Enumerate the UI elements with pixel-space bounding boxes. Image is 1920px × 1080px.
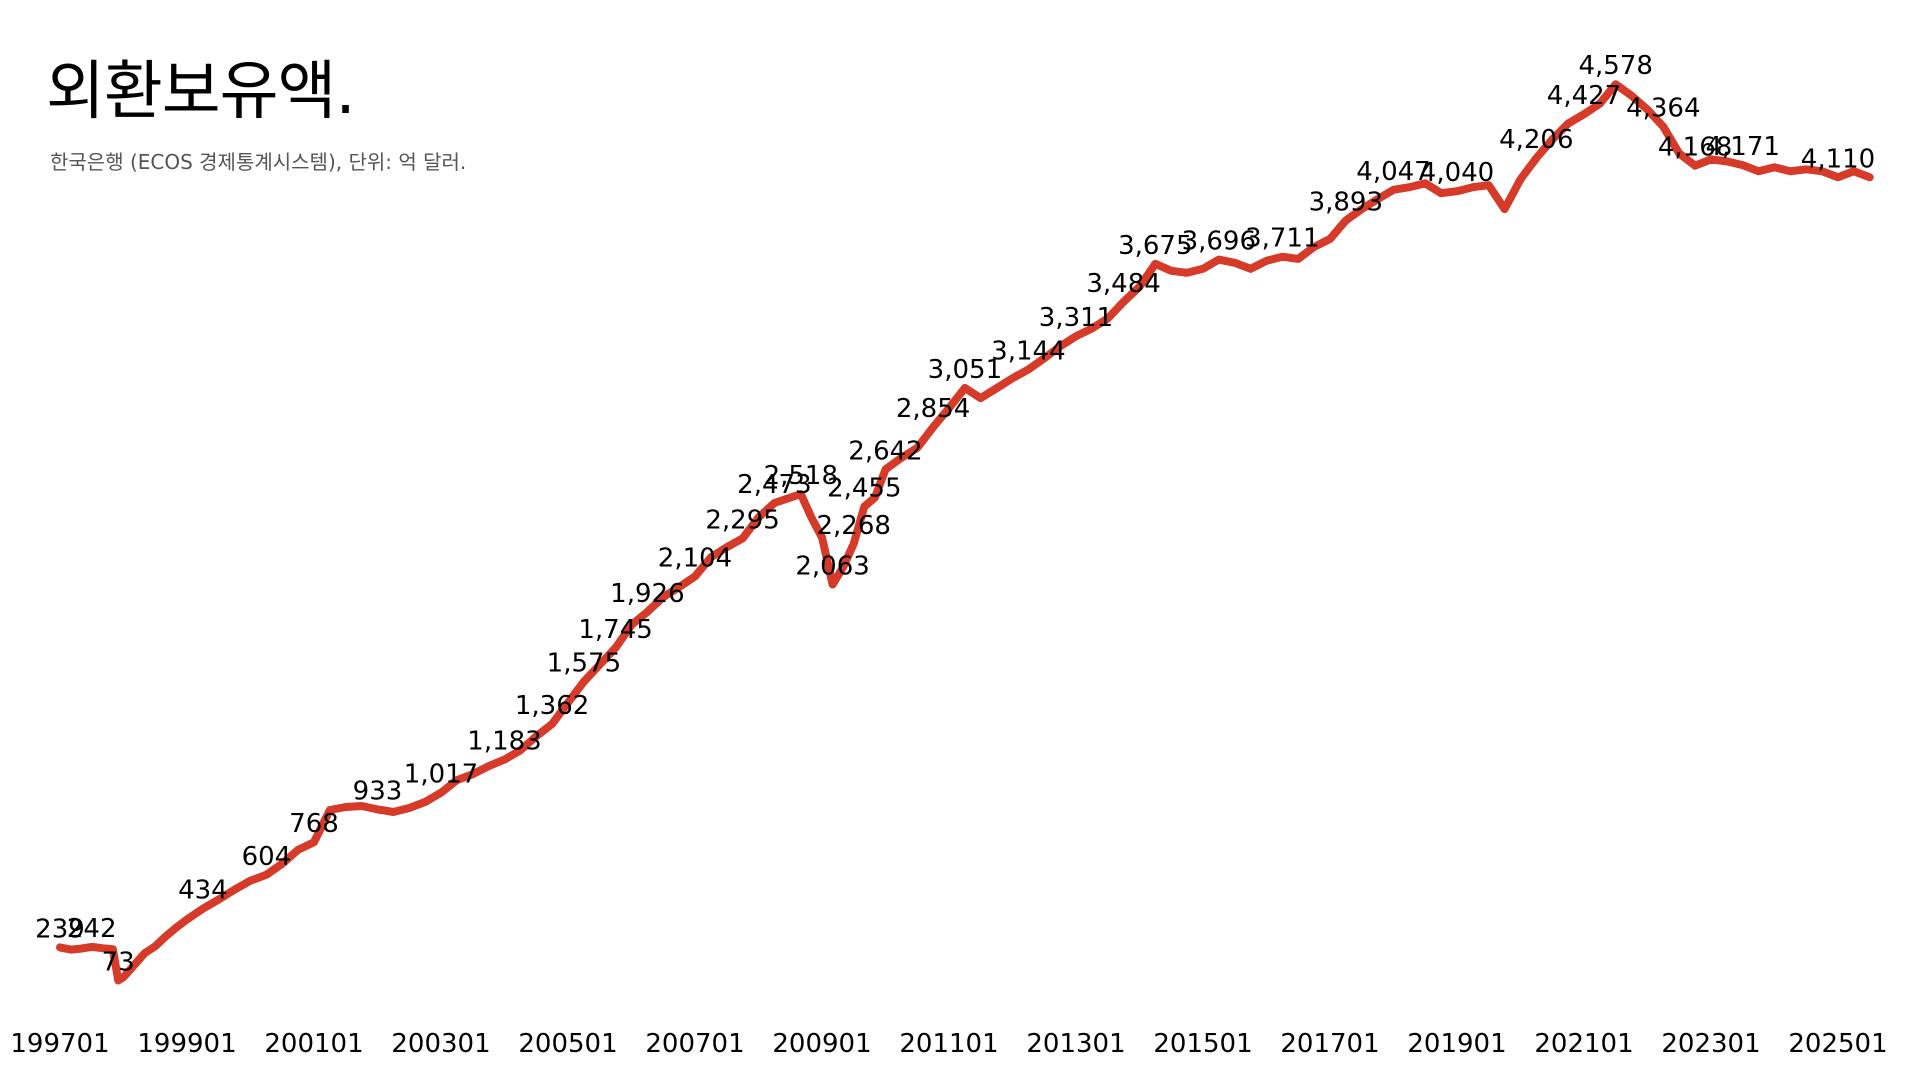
data-label: 1,745 <box>578 615 652 645</box>
data-label: 4,168 <box>1658 133 1732 163</box>
x-tick-label: 201901 <box>1407 1029 1506 1059</box>
data-label: 1,575 <box>547 649 621 679</box>
data-label: 768 <box>289 809 339 839</box>
data-label: 1,183 <box>467 727 541 757</box>
data-label: 3,711 <box>1245 224 1319 254</box>
data-label: 2,295 <box>705 505 779 535</box>
x-tick-label: 202301 <box>1661 1029 1760 1059</box>
data-label: 4,578 <box>1578 51 1652 81</box>
data-label: 4,047 <box>1356 157 1430 187</box>
x-tick-label: 202101 <box>1534 1029 1633 1059</box>
data-label: 1,362 <box>515 691 589 721</box>
data-label: 3,311 <box>1039 303 1113 333</box>
data-label: 242 <box>67 914 117 944</box>
data-label: 1,926 <box>610 579 684 609</box>
x-tick-label: 200501 <box>518 1029 617 1059</box>
data-label: 4,364 <box>1626 94 1700 124</box>
data-label: 3,675 <box>1118 231 1192 261</box>
data-label: 2,455 <box>827 474 901 504</box>
x-tick-label: 201701 <box>1280 1029 1379 1059</box>
data-label: 434 <box>178 876 228 906</box>
data-label: 604 <box>242 842 292 872</box>
data-label: 3,051 <box>928 355 1002 385</box>
data-label: 3,696 <box>1182 227 1256 257</box>
data-label: 2,854 <box>896 394 970 424</box>
data-label: 933 <box>353 776 403 806</box>
data-label: 2,104 <box>658 543 732 573</box>
x-tick-label: 200701 <box>645 1029 744 1059</box>
page-title: 외환보유액. <box>46 55 356 129</box>
x-axis: 199701 199901 200101 200301 200501 200701 2009… <box>10 1029 1887 1059</box>
data-label: 4,206 <box>1499 125 1573 155</box>
x-tick-label: 201501 <box>1153 1029 1252 1059</box>
data-label: 4,427 <box>1547 81 1621 111</box>
data-label: 2,268 <box>816 511 890 541</box>
x-tick-label: 201101 <box>899 1029 998 1059</box>
data-label: 4,171 <box>1705 132 1779 162</box>
x-tick-label: 200101 <box>264 1029 363 1059</box>
x-tick-label: 200301 <box>391 1029 490 1059</box>
data-label: 2,473 <box>737 470 811 500</box>
x-tick-label: 201301 <box>1026 1029 1125 1059</box>
data-label: 3,484 <box>1086 269 1160 299</box>
data-label: 3,893 <box>1309 188 1383 218</box>
x-tick-label: 199901 <box>137 1029 236 1059</box>
data-label: 2,642 <box>848 436 922 466</box>
x-tick-label: 202501 <box>1788 1029 1887 1059</box>
data-label: 2,518 <box>764 461 838 491</box>
data-label: 239 <box>35 914 85 944</box>
series-line-layer <box>56 80 1874 985</box>
x-tick-label: 199701 <box>10 1029 109 1059</box>
data-label: 3,144 <box>991 337 1065 367</box>
x-tick-label: 200901 <box>772 1029 871 1059</box>
series-line <box>56 80 1874 985</box>
data-label: 4,110 <box>1801 144 1875 174</box>
data-label: 4,040 <box>1420 158 1494 188</box>
data-label: 73 <box>102 948 135 978</box>
data-label: 1,017 <box>404 760 478 790</box>
data-label: 2,063 <box>795 552 869 582</box>
page-subtitle: 한국은행 (ECOS 경제통계시스템), 단위: 억 달러. <box>50 150 467 174</box>
